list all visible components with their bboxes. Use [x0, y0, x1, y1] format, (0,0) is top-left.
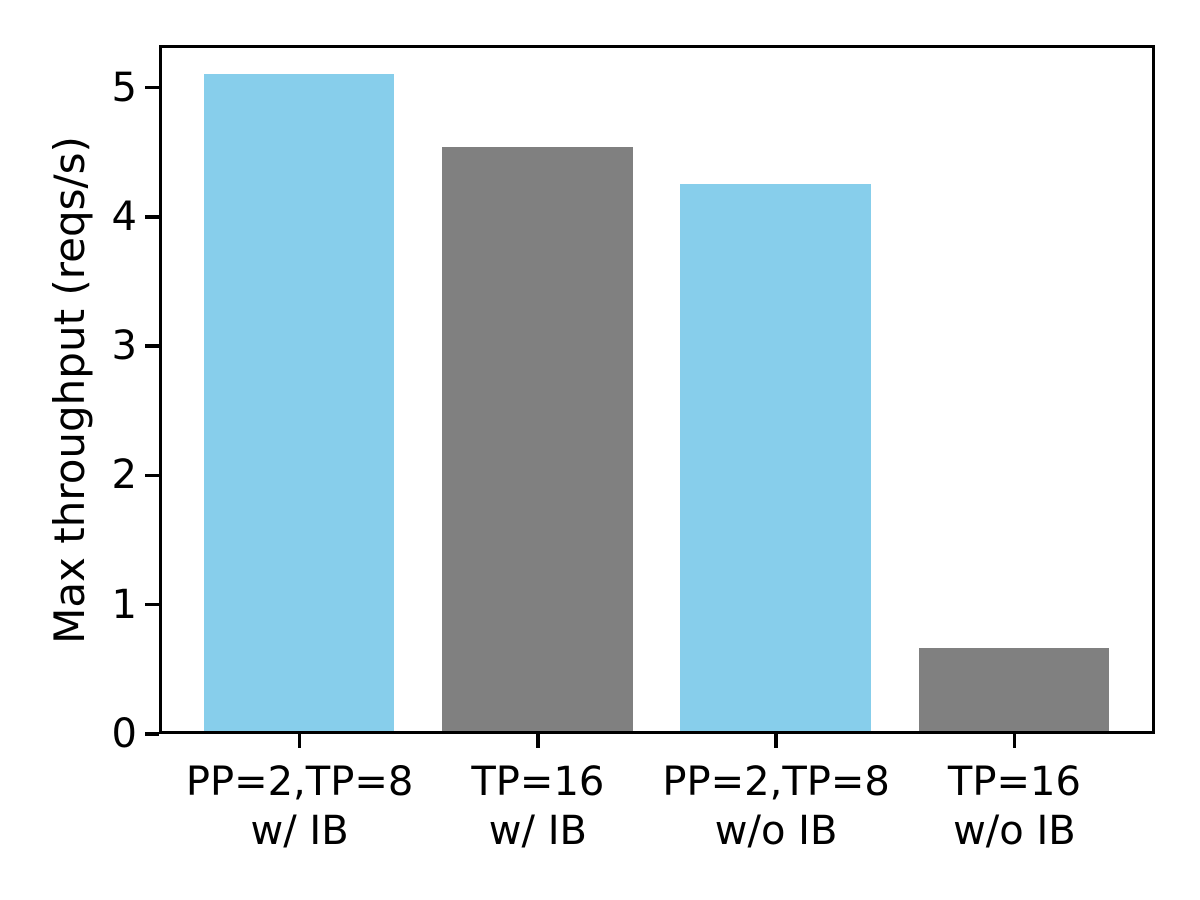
y-tick-label: 3 — [111, 323, 137, 370]
y-tick-mark — [145, 473, 159, 478]
y-tick-label: 5 — [111, 64, 137, 111]
x-tick-mark — [536, 734, 540, 748]
y-tick-label: 0 — [111, 711, 137, 757]
bar-TP=16-w/o IB — [918, 648, 1110, 731]
y-tick-mark — [145, 603, 159, 607]
y-tick-label: 4 — [111, 193, 137, 240]
x-tick-label-line2: w/o IB — [714, 807, 838, 854]
x-tick-mark — [297, 734, 302, 748]
x-tick-label-line1: TP=16 — [471, 759, 605, 805]
x-tick-label-line1: TP=16 — [947, 759, 1081, 805]
y-tick-mark — [145, 344, 159, 348]
bar-TP=16-w/ IB — [442, 146, 633, 731]
x-tick-label-line2: w/ IB — [488, 807, 587, 854]
bar-PP=2,TP=8-w/o IB — [680, 184, 872, 731]
y-tick-label: 1 — [111, 581, 137, 628]
bar-PP=2,TP=8-w/ IB — [203, 74, 395, 731]
y-tick-mark — [145, 732, 159, 736]
x-tick-label-line1: PP=2,TP=8 — [662, 759, 890, 805]
x-tick-label: TP=16 w/o IB — [948, 758, 1081, 856]
x-tick-label-line2: w/ IB — [250, 807, 349, 854]
x-tick-label-line2: w/o IB — [953, 807, 1076, 854]
x-tick-mark — [774, 734, 778, 748]
y-tick-mark — [145, 215, 159, 219]
x-tick-label: PP=2,TP=8 w/o IB — [662, 758, 889, 856]
plot-area — [159, 45, 1155, 734]
x-tick-label-line1: PP=2,TP=8 — [185, 759, 414, 805]
y-tick-label: 2 — [111, 452, 137, 499]
y-axis-label: Max throughput (reqs/s) — [45, 136, 94, 644]
x-tick-mark — [1012, 734, 1017, 748]
x-tick-label: PP=2,TP=8 w/ IB — [186, 758, 413, 856]
y-tick-mark — [145, 85, 159, 90]
x-tick-label: TP=16 w/ IB — [471, 758, 604, 856]
